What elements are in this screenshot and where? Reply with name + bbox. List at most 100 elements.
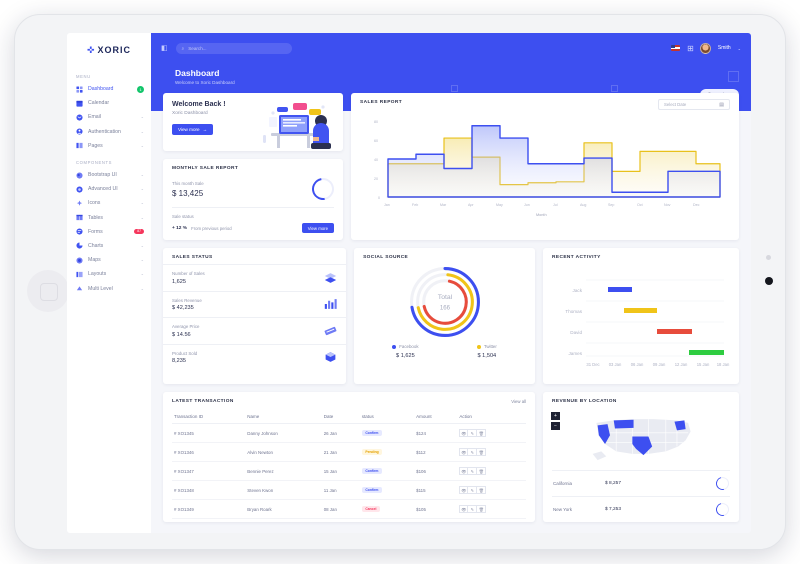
view-icon[interactable]: 👁 [459,448,469,456]
svg-text:Apr: Apr [468,203,474,207]
twitter-color-dot [476,344,481,349]
zoom-in-button[interactable]: + [551,412,560,420]
state-newyork [674,420,686,431]
activity-label-jack: Jack [573,288,583,293]
monthly-view-more-button[interactable]: View more [301,223,334,233]
delete-icon[interactable]: 🗑 [477,505,487,513]
sidebar-collapse-icon[interactable]: ◧ [161,45,168,52]
cell-amount: $112 [414,442,458,462]
home-button[interactable] [27,270,69,312]
sales-status-row: Average Price $ 14.56 [163,317,347,344]
search-input[interactable]: ⌕ Search... [175,42,292,54]
sidebar-item-tables[interactable]: Tables ⌄ [67,211,151,225]
svg-text:40: 40 [374,158,378,162]
welcome-view-more-button[interactable]: View more → [172,124,214,135]
edit-icon[interactable]: ✎ [468,486,478,494]
svg-text:15 Jan: 15 Jan [697,362,710,367]
col-amount: Amount [414,410,458,424]
latest-transaction-card: LATEST TRANSACTION View all Transaction … [163,392,535,522]
view-icon[interactable]: 👁 [459,505,469,513]
sidebar-item-authentication[interactable]: Authentication ⌄ [67,125,151,139]
apps-grid-icon[interactable]: ⊞ [687,43,694,53]
date-select-input[interactable]: Select Date ▤ [658,99,730,110]
bar-chart-icon [324,299,337,310]
sidebar-item-calendar[interactable]: Calendar [67,96,151,110]
page-subtitle: Welcome to Xoric Dashboard [175,80,235,85]
edit-icon[interactable]: ✎ [468,505,478,513]
brand-logo[interactable]: ✜ XORIC [67,33,151,67]
us-flag-icon[interactable] [671,45,681,51]
cell-action: 👁 ✎ 🗑 [457,480,526,500]
table-row[interactable]: # XO1347 Bennie Perez 15 Jan Confirm $10… [172,461,526,481]
svg-text:Feb: Feb [412,203,418,207]
calendar-icon: ▤ [719,101,724,108]
sidebar-item-bootstrap-ui[interactable]: Bootstrap UI ⌄ [67,168,151,182]
status-badge: Confirm [361,486,382,494]
col-name: Name [245,410,322,424]
sidebar-item-label: Tables [88,214,103,221]
cell-transaction-id[interactable]: # XO1347 [172,461,246,481]
cell-transaction-id[interactable]: # XO1346 [172,442,246,462]
diamond-logo-icon: ✜ [86,44,95,55]
svg-text:0: 0 [378,196,380,200]
sidebar-item-dashboard[interactable]: Dashboard 1 [67,82,151,96]
table-row[interactable]: # XO1346 Alvin Newton 21 Jan Pending $11… [172,442,526,462]
chevron-down-icon[interactable]: ⌄ [737,45,741,51]
zoom-out-button[interactable]: − [551,422,560,430]
cell-action: 👁 ✎ 🗑 [457,499,526,519]
activity-label-thomas: Thomas [565,309,582,314]
row-value: 8,235 [172,358,186,364]
cell-transaction-id[interactable]: # XO1345 [172,423,246,443]
layouts-icon [76,271,83,278]
camera-icon [765,277,773,285]
cell-transaction-id[interactable]: # XO1348 [172,480,246,500]
location-name: California [553,481,573,486]
edit-icon[interactable]: ✎ [468,448,478,456]
sidebar-item-maps[interactable]: Maps ⌄ [67,253,151,267]
col-status: status [359,410,415,424]
activity-label-david: David [570,330,582,335]
delete-icon[interactable]: 🗑 [477,467,487,475]
sidebar-item-layouts[interactable]: Layouts ⌄ [67,267,151,281]
page-title: Dashboard [175,68,220,78]
us-map[interactable] [577,408,705,470]
latest-transaction-title: LATEST TRANSACTION [172,399,234,404]
table-row[interactable]: # XO1345 Danny Johnson 26 Jan Confirm $1… [172,423,526,443]
sidebar-item-multi-level[interactable]: Multi Level ⌄ [67,281,151,295]
sidebar-item-label: Pages [88,142,103,149]
delete-icon[interactable]: 🗑 [477,486,487,494]
table-row[interactable]: # XO1349 Bryan Roark 08 Jan Cancel $105 … [172,499,526,519]
view-icon[interactable]: 👁 [459,429,469,437]
map-zoom-controls: + − [551,412,560,432]
sidebar-item-icons[interactable]: Icons ⌄ [67,196,151,210]
layers-icon [324,272,337,283]
view-icon[interactable]: 👁 [459,467,469,475]
sidebar-item-forms[interactable]: Forms 87 [67,225,151,239]
topbar-right: ⊞ Smith ⌄ [671,42,741,54]
sales-report-card: SALES REPORT Select Date ▤ [351,93,739,240]
row-value: 1,625 [172,278,186,285]
sidebar-item-email[interactable]: Email ⌄ [67,110,151,124]
location-row: New York $ 7,253 [552,496,732,522]
table-row[interactable]: # XO1348 Steven Kwon 11 Jan Confirm $115… [172,480,526,500]
sidebar-item-pages[interactable]: Pages ⌄ [67,139,151,153]
svg-text:Jun: Jun [524,203,530,207]
delete-icon[interactable]: 🗑 [477,448,487,456]
avatar[interactable] [699,42,711,54]
cell-name: Alvin Newton [245,442,322,462]
row-label: Average Price [172,324,200,329]
view-icon[interactable]: 👁 [459,486,469,494]
transactions-table: Transaction ID Name Date status Amount A… [172,410,526,519]
sidebar-item-charts[interactable]: Charts ⌄ [67,239,151,253]
edit-icon[interactable]: ✎ [468,429,478,437]
cell-amount: $106 [414,461,458,481]
view-all-link[interactable]: View all [511,399,526,404]
monthly-sale-report-card: MONTHLY SALE REPORT This month Sale $ 13… [163,159,343,240]
sidebar-item-advanced-ui[interactable]: Advanced UI ⌄ [67,182,151,196]
welcome-illustration [263,103,331,149]
cell-name: Bennie Perez [245,461,322,481]
edit-icon[interactable]: ✎ [468,467,478,475]
sales-status-title: SALES STATUS [172,255,213,260]
cell-transaction-id[interactable]: # XO1349 [172,499,246,519]
delete-icon[interactable]: 🗑 [477,429,487,437]
